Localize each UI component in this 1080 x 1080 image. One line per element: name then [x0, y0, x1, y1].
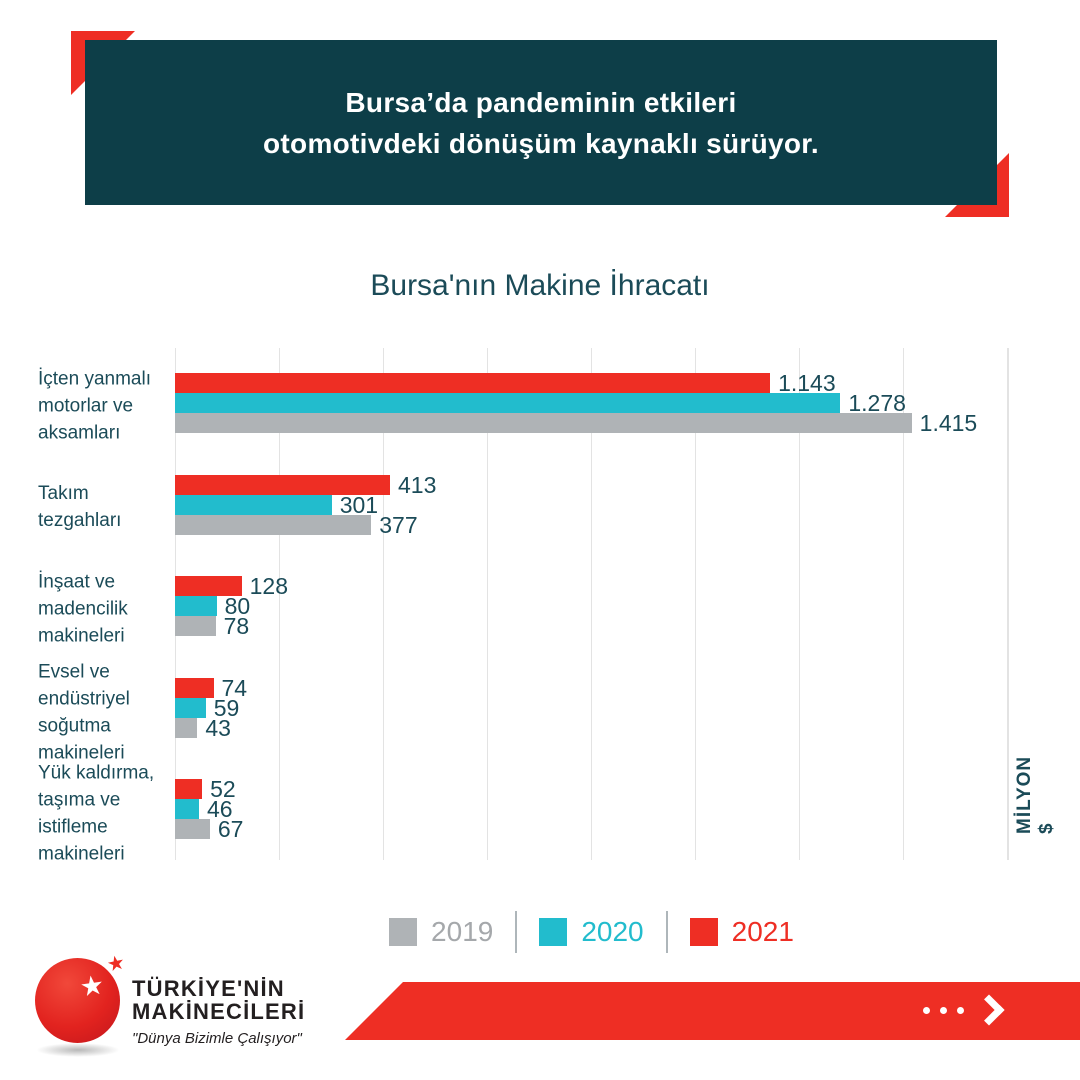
bar-2020 — [175, 494, 332, 515]
value-label: 46 — [206, 796, 233, 822]
value-label: 74 — [221, 674, 248, 701]
bar-chart: İçten yanmalı motorlar ve aksamları 1.143… — [0, 348, 1080, 864]
value-label: 413 — [398, 471, 437, 498]
chart-legend: 2019 2020 2021 — [175, 908, 1008, 956]
value-label: 59 — [213, 694, 240, 721]
bar-group: 413 301 377 — [175, 471, 1008, 538]
bar-group: 1.143 1.278 1.415 — [175, 370, 1008, 436]
value-label: 43 — [205, 714, 231, 741]
chart-row: Evsel ve endüstriyel soğutma makineleri 7… — [0, 661, 1080, 763]
value-label: 1.415 — [919, 410, 978, 436]
value-label: 377 — [379, 511, 418, 538]
chart-row: Takım tezgahları 413 301 377 — [0, 471, 1080, 538]
chart-title: Bursa'nın Makine İhracatı — [370, 269, 710, 302]
bar-2021 — [175, 576, 242, 596]
category-label: Takım tezgahları — [38, 482, 122, 531]
ellipsis-dot-icon — [940, 1006, 947, 1014]
ellipsis-dot-icon — [923, 1006, 930, 1014]
brand-wordmark: TÜRKİYE'NİN MAKİNECİLERİ "Dünya Bizimle … — [132, 977, 305, 1047]
bar-2021 — [175, 677, 214, 698]
bar-group: 128 80 78 — [175, 573, 1008, 639]
legend-label: 2021 — [731, 916, 794, 947]
ellipsis-dot-icon — [957, 1006, 964, 1014]
brand-globe-logo — [35, 958, 120, 1043]
value-label: 52 — [210, 776, 236, 802]
value-label: 1.278 — [848, 390, 906, 416]
next-arrow-button[interactable] — [923, 994, 1005, 1026]
legend-divider — [515, 911, 518, 953]
chevron-right-icon — [973, 994, 1005, 1026]
value-label: 1.143 — [778, 370, 836, 396]
category-label: İnşaat ve madencilik makineleri — [38, 571, 128, 647]
headline-line2: otomotivdeki dönüşüm kaynaklı sürüyor. — [263, 127, 819, 159]
brand-name-line1: TÜRKİYE'NİN — [132, 976, 285, 1001]
chart-row: İçten yanmalı motorlar ve aksamları 1.143… — [0, 369, 1080, 444]
bar-group: 52 46 67 — [175, 776, 1008, 842]
bar-2019 — [175, 616, 216, 636]
value-label: 80 — [224, 593, 251, 619]
bar-2021 — [175, 373, 771, 393]
chart-plot-area — [175, 348, 1009, 860]
legend-swatch — [389, 918, 418, 946]
bar-2020 — [175, 393, 841, 413]
logo-shadow — [36, 1043, 120, 1057]
bar-2019 — [175, 717, 198, 738]
bar-2020 — [175, 799, 199, 819]
bar-group: 74 59 43 — [175, 674, 1008, 741]
legend-item-2019: 2019 — [389, 916, 493, 948]
brand-name-line2: MAKİNECİLERİ — [132, 999, 306, 1024]
white-star-icon: ★ — [77, 969, 107, 1003]
headline-line1: Bursa’da pandeminin etkileri — [345, 86, 737, 118]
bar-2020 — [175, 697, 206, 718]
legend-swatch — [539, 918, 568, 946]
bar-2019 — [175, 819, 210, 839]
legend-swatch — [689, 918, 718, 946]
legend-label: 2020 — [581, 916, 644, 947]
bar-2020 — [175, 596, 217, 616]
bar-2021 — [175, 779, 203, 799]
axis-unit-label: MİLYON $ — [1014, 755, 1057, 834]
chart-row: Yük kaldırma, taşıma ve istifleme makine… — [0, 762, 1080, 864]
bar-2019 — [175, 514, 372, 535]
value-label: 78 — [223, 613, 250, 639]
category-label: Yük kaldırma, taşıma ve istifleme makine… — [38, 762, 155, 865]
legend-label: 2019 — [431, 916, 494, 947]
legend-item-2021: 2021 — [689, 916, 794, 948]
legend-divider — [665, 911, 668, 953]
category-label: İçten yanmalı motorlar ve aksamları — [38, 368, 151, 444]
chart-row: İnşaat ve madencilik makineleri 128 80 78 — [0, 572, 1080, 647]
bar-2021 — [175, 474, 391, 495]
headline-banner: Bursa’da pandeminin etkileri otomotivdek… — [85, 40, 997, 205]
bar-2019 — [175, 413, 912, 433]
value-label: 67 — [217, 816, 244, 842]
value-label: 128 — [249, 573, 288, 599]
category-label: Evsel ve endüstriyel soğutma makineleri — [38, 660, 130, 763]
brand-tagline: "Dünya Bizimle Çalışıyor" — [132, 1030, 302, 1047]
legend-item-2020: 2020 — [539, 916, 644, 948]
value-label: 301 — [339, 491, 379, 518]
red-star-icon: ★ — [104, 951, 128, 977]
